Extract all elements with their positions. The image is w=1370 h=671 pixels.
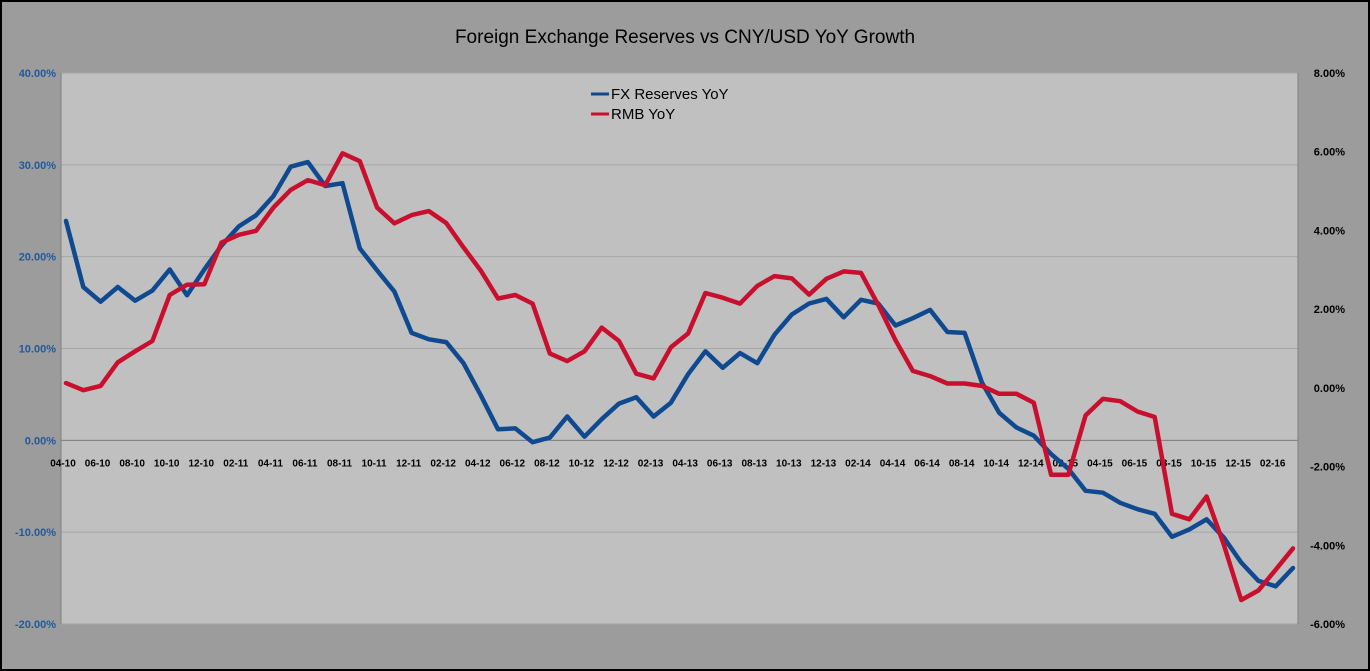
x-tick-label: 08-14	[949, 458, 975, 469]
x-tick-label: 08-10	[119, 458, 145, 469]
y-right-tick-label: 0.00%	[1314, 383, 1345, 395]
x-tick-label: 06-15	[1122, 458, 1148, 469]
x-tick-label: 10-11	[362, 458, 387, 469]
x-tick-label: 04-14	[880, 458, 906, 469]
x-tick-label: 04-12	[465, 458, 491, 469]
x-tick-label: 06-12	[500, 458, 526, 469]
chart-title: Foreign Exchange Reserves vs CNY/USD YoY…	[455, 27, 915, 48]
y-right-tick-label: -4.00%	[1310, 540, 1345, 552]
y-left-tick-label: -10.00%	[15, 527, 56, 539]
x-tick-label: 08-11	[327, 458, 352, 469]
y-right-tick-label: -2.00%	[1310, 462, 1345, 474]
x-tick-label: 02-13	[638, 458, 664, 469]
y-left-tick-label: 20.00%	[19, 252, 57, 264]
y-right-tick-label: -6.00%	[1310, 619, 1345, 631]
y-left-tick-label: 0.00%	[25, 435, 56, 447]
x-tick-label: 08-15	[1156, 458, 1182, 469]
x-tick-label: 04-13	[672, 458, 698, 469]
x-tick-label: 02-11	[223, 458, 248, 469]
x-tick-label: 10-12	[569, 458, 595, 469]
x-tick-label: 12-14	[1018, 458, 1044, 469]
legend-label-rmb: RMB YoY	[611, 106, 675, 123]
x-tick-label: 10-15	[1191, 458, 1217, 469]
x-tick-label: 02-16	[1260, 458, 1286, 469]
x-tick-label: 10-14	[983, 458, 1009, 469]
x-tick-label: 04-10	[50, 458, 76, 469]
y-right-tick-label: 4.00%	[1314, 225, 1345, 237]
x-tick-label: 06-11	[292, 458, 317, 469]
x-tick-label: 04-15	[1087, 458, 1113, 469]
x-tick-label: 12-12	[603, 458, 629, 469]
x-tick-label: 12-15	[1225, 458, 1251, 469]
gridlines	[61, 72, 1298, 625]
y-right-tick-label: 2.00%	[1314, 304, 1345, 316]
x-tick-label: 02-12	[430, 458, 456, 469]
x-tick-label: 06-13	[707, 458, 733, 469]
x-tick-label: 10-13	[776, 458, 802, 469]
y-right-tick-label: 8.00%	[1314, 68, 1345, 80]
y-left-tick-label: 10.00%	[19, 344, 57, 356]
y-right-tick-label: 6.00%	[1314, 147, 1345, 159]
axes: 40.00% 30.00% 20.00% 10.00% 0.00% -10.00% -20.…	[15, 68, 1345, 631]
y-left-tick-label: 40.00%	[19, 68, 57, 80]
x-tick-label: 08-13	[741, 458, 767, 469]
x-tick-label: 06-14	[914, 458, 940, 469]
x-tick-label: 12-11	[396, 458, 421, 469]
series-line-fx-reserves	[63, 159, 1296, 589]
x-tick-label: 12-10	[188, 458, 214, 469]
legend-label-fx-reserves: FX Reserves YoY	[611, 86, 729, 103]
series-lines	[63, 151, 1296, 603]
x-tick-label: 10-10	[154, 458, 180, 469]
x-tick-label: 12-13	[811, 458, 837, 469]
x-tick-label: 06-10	[85, 458, 111, 469]
y-left-tick-label: -20.00%	[15, 619, 56, 631]
x-tick-label: 08-12	[534, 458, 560, 469]
x-tick-label: 04-11	[258, 458, 283, 469]
y-left-tick-label: 30.00%	[19, 160, 57, 172]
x-tick-label: 02-14	[845, 458, 871, 469]
legend: FX Reserves YoY RMB YoY	[591, 86, 729, 123]
series-line-rmb	[63, 151, 1296, 603]
